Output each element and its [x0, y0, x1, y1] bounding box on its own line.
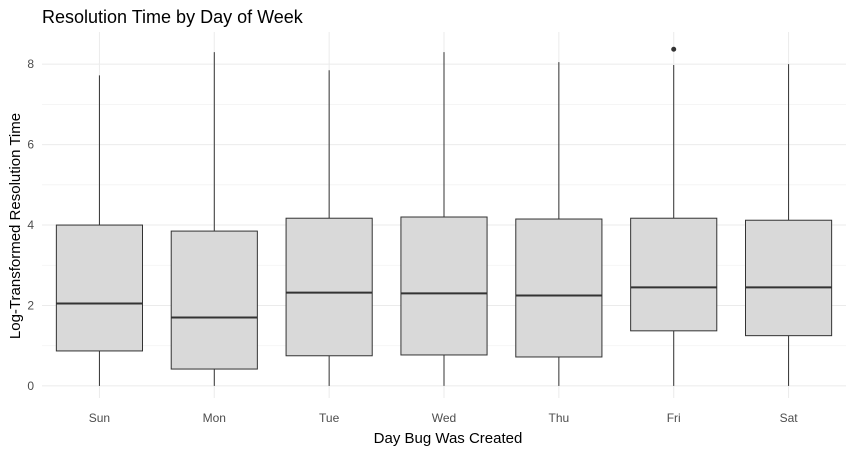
box-thu — [515, 62, 603, 386]
x-tick-label: Mon — [203, 411, 226, 425]
outlier-point — [671, 46, 677, 52]
boxes — [55, 46, 833, 386]
box-sun — [55, 75, 144, 386]
box-mon — [170, 52, 258, 386]
chart-title: Resolution Time by Day of Week — [42, 7, 304, 27]
iqr-box — [745, 219, 833, 337]
x-tick-label: Wed — [432, 411, 456, 425]
iqr-box — [515, 218, 603, 358]
iqr-box — [400, 216, 488, 356]
iqr-box — [285, 217, 373, 357]
x-axis-title: Day Bug Was Created — [374, 430, 523, 447]
y-tick-label: 8 — [27, 57, 34, 71]
iqr-box — [55, 224, 144, 352]
x-axis-ticks: Sun Mon Tue Wed Thu Fri Sat — [89, 411, 798, 425]
box-fri — [630, 46, 718, 386]
y-tick-label: 4 — [27, 218, 34, 232]
y-tick-label: 0 — [27, 379, 34, 393]
y-tick-label: 2 — [27, 298, 34, 312]
x-tick-label: Sun — [89, 411, 110, 425]
x-tick-label: Thu — [549, 411, 570, 425]
x-tick-label: Fri — [667, 411, 681, 425]
x-tick-label: Tue — [319, 411, 340, 425]
iqr-box — [170, 230, 258, 370]
box-wed — [400, 52, 488, 386]
y-axis-title: Log-Transformed Resolution Time — [7, 113, 24, 339]
x-tick-label: Sat — [780, 411, 799, 425]
y-axis-ticks: 0 2 4 6 8 — [27, 57, 34, 393]
box-sat — [745, 64, 833, 386]
box-tue — [285, 70, 373, 386]
iqr-box — [630, 217, 718, 332]
y-tick-label: 6 — [27, 138, 34, 152]
